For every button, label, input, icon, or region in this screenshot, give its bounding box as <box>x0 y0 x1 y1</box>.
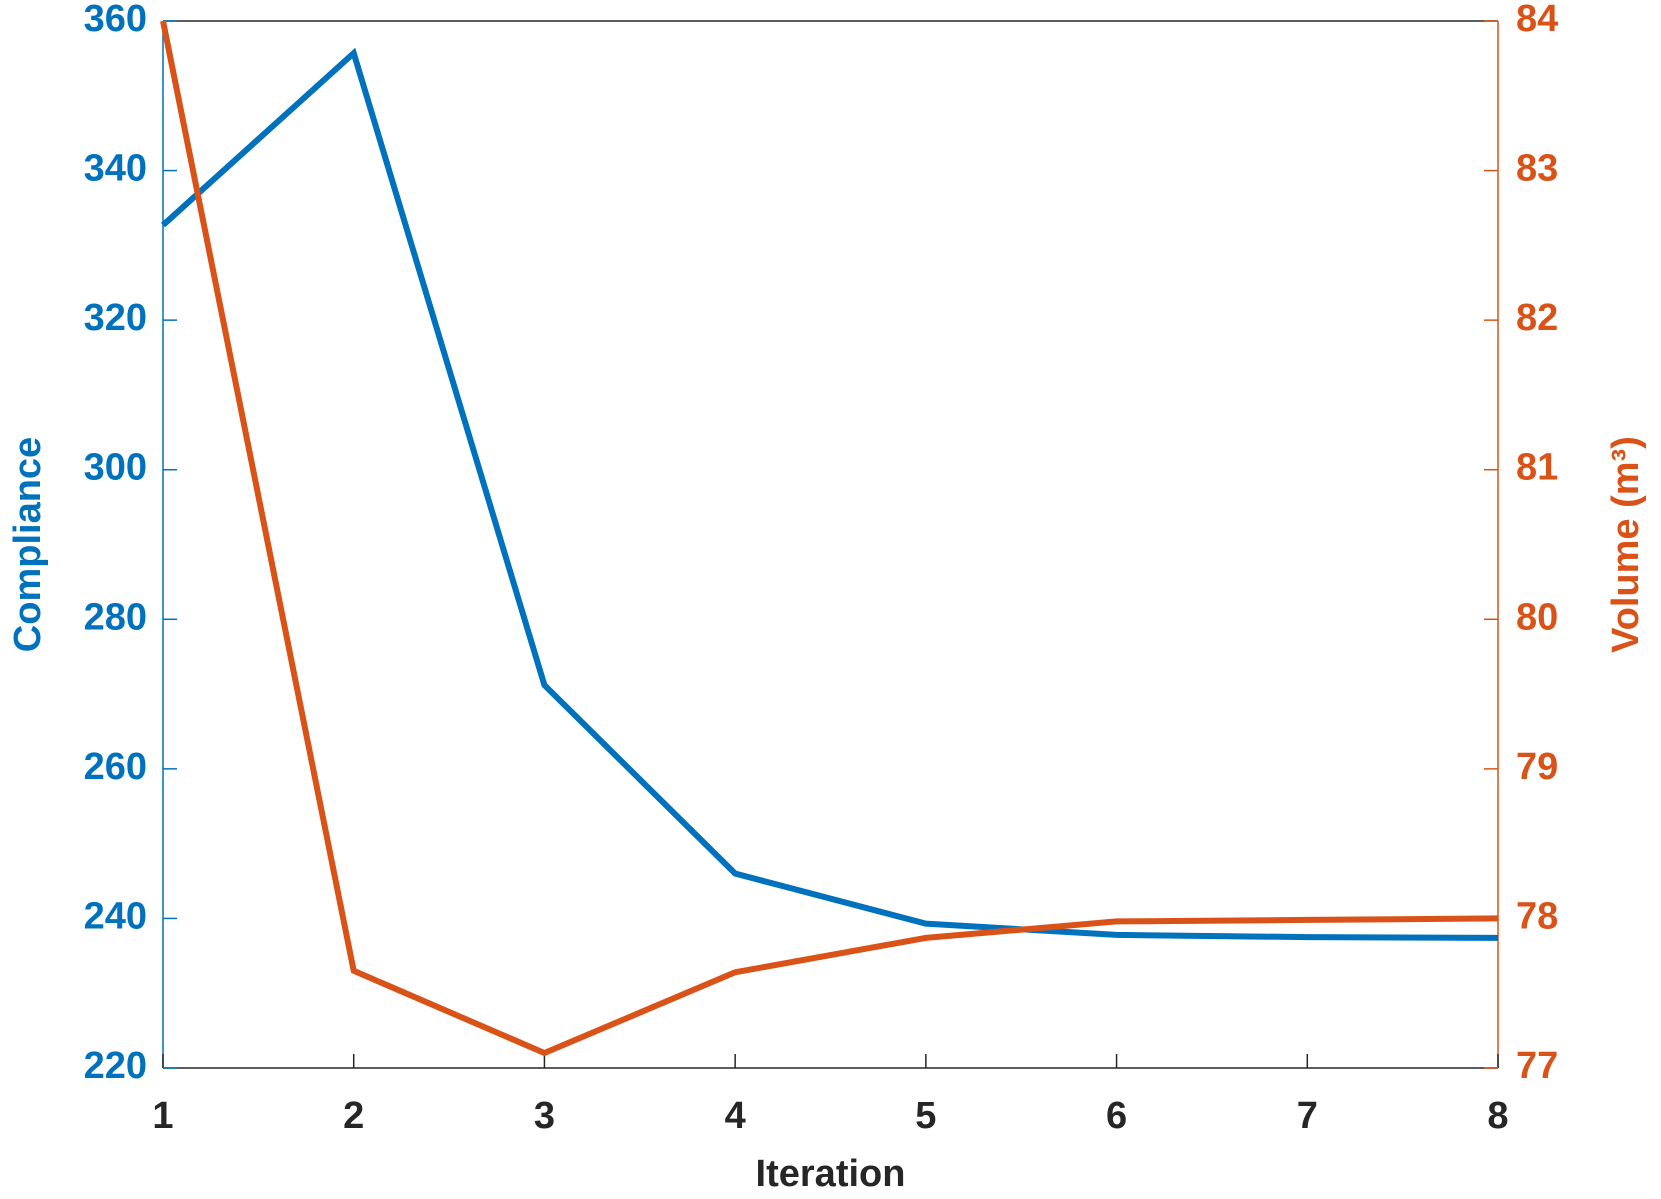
y-tick-label: 220 <box>84 1045 147 1087</box>
x-tick-label: 5 <box>915 1095 936 1137</box>
y-tick-label: 240 <box>84 895 147 937</box>
x-tick-label: 1 <box>152 1095 173 1137</box>
y2-tick-label: 82 <box>1516 297 1558 339</box>
y2-tick-label: 81 <box>1516 447 1558 489</box>
x-axis-label: Iteration <box>756 1153 906 1195</box>
x-tick-label: 4 <box>725 1095 746 1137</box>
y-tick-label: 300 <box>84 447 147 489</box>
x-tick-label: 7 <box>1297 1095 1318 1137</box>
x-tick-label: 6 <box>1106 1095 1127 1137</box>
y2-tick-label: 80 <box>1516 596 1558 638</box>
y-axis-label: Compliance <box>7 437 49 652</box>
y-tick-label: 360 <box>84 0 147 40</box>
y2-tick-label: 79 <box>1516 746 1558 788</box>
y2-tick-label: 84 <box>1516 0 1558 40</box>
y-tick-label: 280 <box>84 596 147 638</box>
y2-axis-label: Volume (m³) <box>1605 436 1647 653</box>
y-tick-label: 260 <box>84 746 147 788</box>
x-tick-label: 8 <box>1487 1095 1508 1137</box>
y-tick-label: 320 <box>84 297 147 339</box>
data-line <box>160 20 1499 1057</box>
x-tick-label: 3 <box>534 1095 555 1137</box>
y2-tick-label: 77 <box>1516 1045 1558 1087</box>
data-line <box>160 47 1499 941</box>
x-tick-label: 2 <box>343 1095 364 1137</box>
y2-tick-label: 83 <box>1516 148 1558 190</box>
y2-tick-label: 78 <box>1516 895 1558 937</box>
y-tick-label: 340 <box>84 148 147 190</box>
